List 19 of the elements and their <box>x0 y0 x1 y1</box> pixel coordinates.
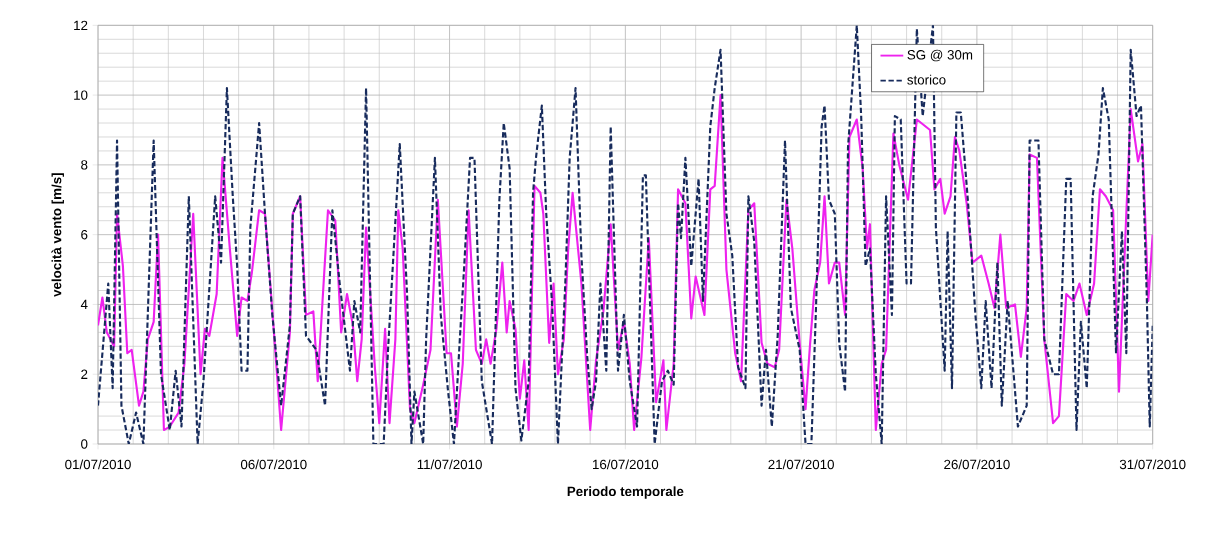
y-tick-label: 4 <box>80 299 88 310</box>
legend-label: storico <box>907 74 946 85</box>
x-tick-label: 01/07/2010 <box>65 459 131 470</box>
y-tick-label: 0 <box>81 439 88 449</box>
legend-label: SG @ 30m <box>907 49 973 62</box>
x-tick-label: 11/07/2010 <box>417 459 482 470</box>
x-tick-label: 31/07/2010 <box>1119 459 1186 470</box>
x-tick-label: 06/07/2010 <box>240 459 307 470</box>
x-tick-label: 16/07/2010 <box>593 459 659 470</box>
x-tick-label: 21/07/2010 <box>768 459 834 470</box>
y-tick-label: 2 <box>81 369 88 379</box>
y-tick-label: 6 <box>81 229 88 240</box>
y-axis-title: velocità vento [m/s] <box>51 173 64 297</box>
y-tick-label: 12 <box>74 20 88 30</box>
y-tick-label: 8 <box>81 160 88 170</box>
line-series <box>98 94 1153 432</box>
x-axis-title: Periodo temporale <box>567 486 684 499</box>
y-tick-label: 10 <box>74 90 88 100</box>
x-tick-label: 26/07/2010 <box>944 459 1010 470</box>
